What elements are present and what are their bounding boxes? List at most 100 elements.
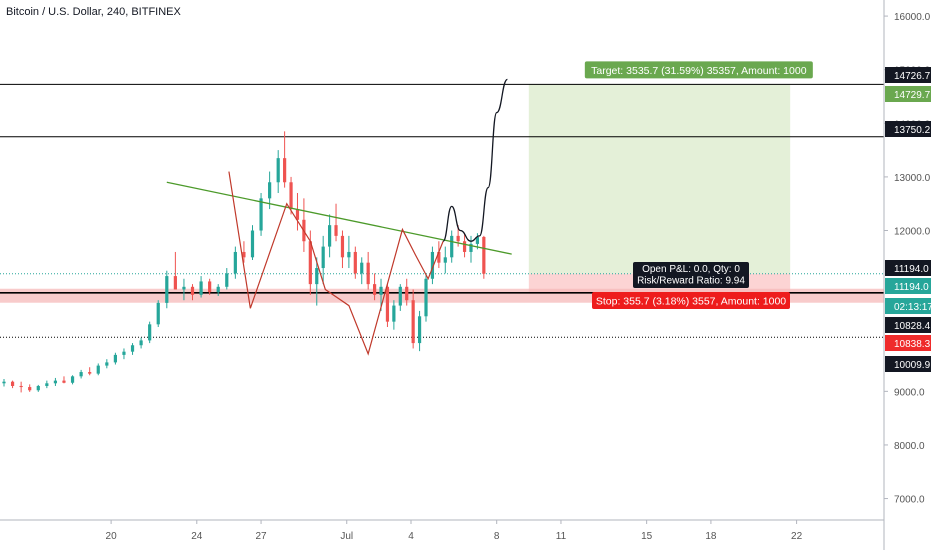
candle-body (156, 302, 160, 325)
candle-body (469, 243, 473, 252)
candle-body (405, 286, 409, 301)
position-zones (0, 84, 884, 303)
candle-body (233, 251, 237, 274)
candle-body (165, 276, 169, 303)
candle-body (19, 385, 23, 388)
candle-body (36, 385, 40, 391)
candle-body (328, 225, 332, 247)
candle-body (242, 251, 246, 258)
candle-body (139, 340, 143, 346)
price-label-bg (885, 356, 931, 372)
price-label: 02:13:17 (894, 302, 932, 313)
candle-body (450, 235, 454, 258)
trend-line (166, 181, 512, 255)
time-axis[interactable]: 20 24 27 Jul 4 8 11 15 18 22 (0, 519, 884, 542)
time-tick-label: 18 (705, 531, 717, 542)
price-label-bg (885, 298, 931, 314)
candle-body (392, 305, 396, 322)
candle-body (443, 257, 447, 263)
price-label-bg (885, 335, 931, 351)
candle-body (208, 281, 212, 293)
price-label-bg (885, 121, 931, 137)
candle-body (353, 251, 357, 274)
candle-body (2, 381, 6, 384)
candle-body (28, 387, 32, 391)
price-axis[interactable]: 16000.015000.014000.013000.012000.09000.… (883, 0, 932, 550)
price-label-bg (885, 86, 931, 102)
candle-body (62, 380, 66, 383)
candle-body (456, 235, 460, 242)
candle-body (437, 251, 441, 263)
price-label-bg (885, 278, 931, 294)
candle-body (289, 182, 293, 210)
candle-body (105, 362, 109, 366)
time-tick-label: 22 (791, 531, 803, 542)
time-tick-label: 8 (494, 531, 500, 542)
pattern-zigzag (228, 171, 444, 356)
candle-body (295, 209, 300, 220)
candle-body (347, 251, 351, 258)
candle-body (315, 268, 319, 285)
candle-body (321, 246, 325, 269)
candle-body (173, 276, 177, 290)
candle-body (276, 158, 280, 183)
price-tick-label: 8000.0 (894, 441, 925, 452)
drawings (166, 78, 512, 356)
time-tick-label: 20 (106, 531, 118, 542)
price-label: 10838.3 (894, 339, 931, 350)
target-badge (584, 61, 813, 79)
price-label: 14726.7 (894, 71, 931, 82)
candle-body (283, 158, 287, 183)
candle-body (398, 286, 402, 306)
price-tick-label: 9000.0 (894, 387, 925, 398)
price-tick-label: 7000.0 (894, 495, 925, 506)
time-tick-label: 27 (255, 531, 267, 542)
candle-body (190, 286, 195, 295)
candle-body (417, 316, 422, 344)
candle-body (372, 284, 377, 295)
candle-body (340, 235, 345, 258)
candle-body (411, 300, 415, 344)
time-tick-label: 15 (641, 531, 653, 542)
candle-body (334, 225, 338, 236)
candle-body (182, 286, 186, 290)
stop-badge (592, 292, 790, 309)
candle-body (10, 381, 15, 386)
chart-title: Bitcoin / U.S. Dollar, 240, BITFINEX (6, 6, 181, 18)
candle-body (366, 262, 370, 285)
candle-body (482, 236, 486, 274)
candle-body (475, 236, 480, 244)
candle-body (130, 345, 135, 352)
candle-body (199, 281, 203, 295)
candle-body (122, 351, 126, 355)
time-tick-label: Jul (340, 531, 353, 542)
candle-body (385, 286, 390, 322)
candle-body (424, 278, 428, 317)
price-label-bg (885, 317, 931, 333)
position-badges: Target: 3535.7 (31.59%) 35357, Amount: 1… (584, 61, 813, 309)
price-label-bg (885, 67, 931, 83)
price-label: 14729.7 (894, 90, 931, 101)
candle-body (308, 241, 312, 285)
candle-body (430, 251, 435, 279)
candle-body (225, 273, 229, 287)
price-label: 10009.9 (894, 360, 931, 371)
candle-body (462, 241, 467, 252)
target-badge-text: Target: 3535.7 (31.59%) 35357, Amount: 1… (591, 65, 807, 77)
price-tick-label: 12000.0 (894, 227, 931, 238)
price-label: 11194.0 (894, 282, 929, 293)
price-label: 11194.0 (894, 264, 929, 275)
candle-body (45, 383, 49, 386)
projection-path (442, 78, 509, 242)
time-tick-label: 24 (191, 531, 203, 542)
candle-body (250, 230, 255, 258)
candle-body (360, 262, 364, 274)
candle-body (268, 182, 272, 199)
candle-body (148, 324, 152, 341)
candle-body (259, 198, 263, 231)
time-tick-label: 4 (408, 531, 414, 542)
candle-body (70, 376, 75, 383)
target-zone (528, 84, 791, 274)
candle-body (79, 372, 83, 377)
